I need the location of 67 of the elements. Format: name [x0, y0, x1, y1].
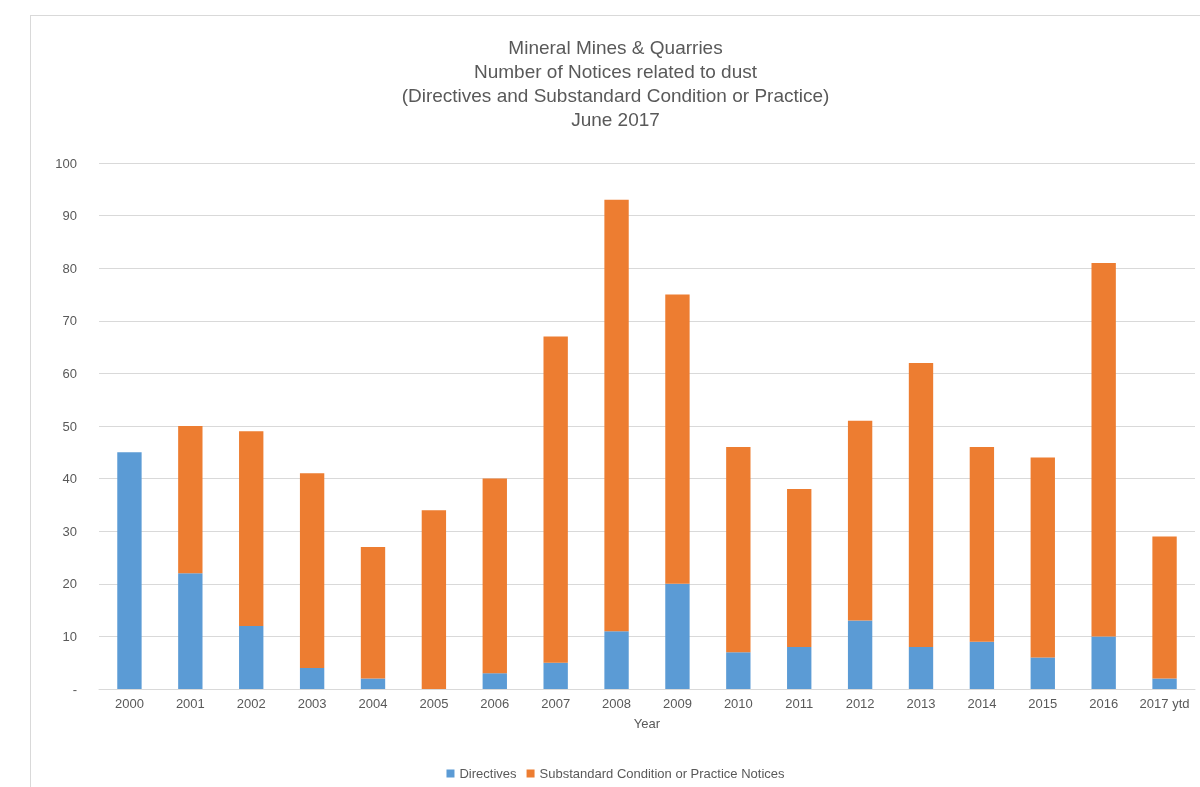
bar	[665, 583, 690, 689]
bar	[1152, 536, 1177, 679]
legend-label: Substandard Condition or Practice Notices	[539, 766, 786, 781]
bar	[908, 646, 934, 689]
bar	[482, 478, 507, 674]
x-tick-label: 2011	[785, 696, 814, 711]
bar	[665, 294, 690, 584]
x-tick-label: 2016	[1089, 696, 1119, 711]
bar	[117, 452, 142, 689]
chart-title: Mineral Mines & Quarries Number of Notices related to dust (Directives and Substandard Condition or Practice) June 2017	[401, 36, 830, 130]
bar	[847, 620, 873, 689]
x-tick-label: 2014	[967, 696, 997, 711]
x-tick-label: 2015	[1028, 696, 1058, 711]
bar	[543, 336, 568, 663]
bar	[360, 678, 386, 689]
x-tick-label: 2003	[297, 696, 327, 711]
bar	[787, 489, 812, 647]
bar	[969, 641, 995, 689]
bar	[421, 510, 447, 689]
bar	[787, 646, 812, 689]
x-tick-label: 2009	[662, 696, 692, 711]
y-tick-label: -	[72, 681, 77, 697]
bar	[239, 625, 264, 689]
y-tick-label: 30	[62, 523, 77, 539]
bar	[847, 420, 873, 621]
x-axis-title: Year	[633, 716, 661, 731]
bar	[604, 631, 629, 689]
bar	[299, 667, 325, 689]
y-tick-label: 40	[62, 471, 77, 487]
bar	[908, 362, 934, 647]
bar	[726, 447, 751, 653]
y-tick-label: 20	[62, 576, 77, 592]
bar	[1091, 262, 1116, 637]
x-tick-label: 2017 ytd	[1139, 696, 1190, 711]
bar	[1030, 657, 1055, 689]
bar	[726, 652, 751, 689]
bar	[1152, 678, 1177, 689]
y-tick-label: 60	[62, 365, 77, 381]
bar	[360, 546, 386, 679]
bar	[178, 573, 203, 689]
bar	[543, 662, 568, 689]
legend-label: Directives	[459, 766, 518, 781]
x-tick-label: 2008	[602, 696, 632, 711]
x-tick-label: 2013	[906, 696, 936, 711]
x-tick-label: 2005	[419, 696, 449, 711]
y-tick-label: 10	[62, 628, 77, 644]
x-tick-label: 2010	[723, 696, 753, 711]
y-tick-label: 70	[62, 313, 77, 329]
x-tick-label: 2012	[845, 696, 875, 711]
bar	[299, 473, 325, 668]
bar	[1030, 457, 1055, 658]
x-tick-label: 2007	[541, 696, 571, 711]
bar	[604, 199, 629, 632]
bar	[178, 426, 203, 574]
x-tick-label: 2000	[114, 696, 144, 711]
x-tick-label: 2002	[236, 696, 266, 711]
x-tick-label: 2004	[358, 696, 388, 711]
x-tick-label: 2006	[480, 696, 510, 711]
y-tick-label: 100	[55, 155, 77, 171]
x-tick-label: 2001	[175, 696, 205, 711]
bar	[239, 431, 264, 626]
y-tick-label: 50	[62, 418, 77, 434]
y-tick-label: 90	[62, 208, 77, 224]
bar	[969, 447, 995, 642]
bar	[1091, 636, 1116, 689]
y-tick-label: 80	[62, 260, 77, 276]
bar	[482, 673, 507, 689]
